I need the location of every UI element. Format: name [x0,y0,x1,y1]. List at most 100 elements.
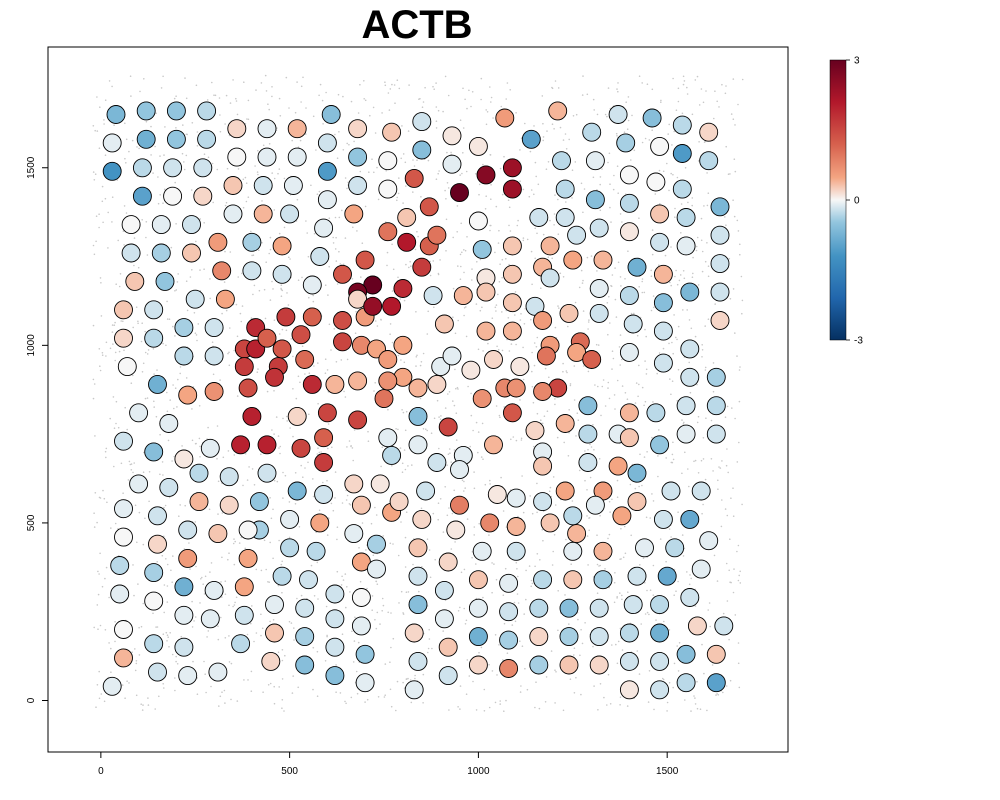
background-cell [313,595,316,597]
background-cell [98,573,100,575]
background-cell [412,191,414,193]
spot-point [208,662,228,682]
spot-point [676,396,696,416]
background-cell [497,293,499,296]
spot-point [680,509,700,529]
background-cell [317,447,319,450]
spot-point [348,119,368,139]
spot-point [555,414,575,433]
background-cell [419,397,422,400]
background-cell [602,379,605,381]
background-cell [673,662,676,665]
spot-point [438,552,458,572]
background-cell [318,190,321,193]
spot-point [619,222,639,242]
spot-point [344,474,364,494]
background-cell [179,504,181,506]
spot-point [178,385,198,405]
background-cell [210,685,212,688]
background-cell [138,654,141,656]
background-cell [283,177,286,180]
background-cell [141,219,143,221]
spot-point [404,680,424,700]
background-cell [488,534,490,536]
spot-point [582,122,602,142]
spot-point [665,538,685,558]
background-cell [168,496,171,499]
spot-point [242,406,262,426]
background-cell [658,169,661,172]
spot-point [306,541,326,561]
background-cell [502,594,505,596]
background-cell [667,133,669,135]
spot-point [310,513,330,533]
background-cell [344,177,347,179]
background-cell [573,399,576,401]
background-cell [405,263,407,266]
background-cell [453,489,456,492]
background-cell [432,85,434,88]
background-cell [437,172,440,175]
background-cell [447,94,450,97]
background-cell [169,399,171,401]
background-cell [651,436,653,439]
spot-point [155,271,175,291]
background-cell [297,146,300,148]
background-cell [488,706,491,709]
background-cell [224,637,227,639]
background-cell [485,123,488,126]
background-cell [167,439,170,442]
background-cell [446,464,448,467]
background-cell [510,438,512,441]
background-cell [523,613,525,615]
background-cell [268,108,271,111]
background-cell [703,672,705,675]
background-cell [334,248,337,250]
background-cell [427,651,429,654]
spot-point [699,531,719,551]
background-cell [542,136,545,138]
background-cell [135,662,138,665]
background-cell [216,168,219,171]
background-cell [675,109,678,111]
background-cell [489,86,491,88]
background-cell [288,620,291,623]
spot-point [110,556,130,575]
background-cell [260,569,263,572]
background-cell [695,245,698,248]
spot-point [321,105,341,124]
background-cell [99,552,101,555]
background-cell [240,536,242,539]
background-cell [427,310,430,313]
background-cell [656,372,658,375]
background-cell [535,346,538,348]
background-cell [515,561,518,564]
background-cell [706,172,708,174]
background-cell [484,208,487,210]
background-cell [384,663,387,665]
background-cell [237,168,240,170]
background-cell [147,697,149,699]
background-cell [345,702,347,705]
spot-point [687,616,707,636]
background-cell [512,436,515,438]
background-cell [541,528,544,531]
background-cell [738,574,740,577]
background-cell [327,517,330,519]
background-cell [535,175,537,178]
background-cell [209,278,211,280]
background-cell [189,276,192,278]
background-cell [402,202,404,204]
background-cell [271,172,274,174]
background-cell [704,260,707,263]
background-cell [168,646,170,648]
background-cell [191,122,194,124]
background-cell [670,461,673,464]
background-cell [235,596,238,599]
background-cell [464,249,467,252]
background-cell [194,521,197,523]
background-cell [111,221,113,223]
background-cell [619,558,621,560]
background-cell [490,101,492,103]
background-cell [644,400,647,403]
